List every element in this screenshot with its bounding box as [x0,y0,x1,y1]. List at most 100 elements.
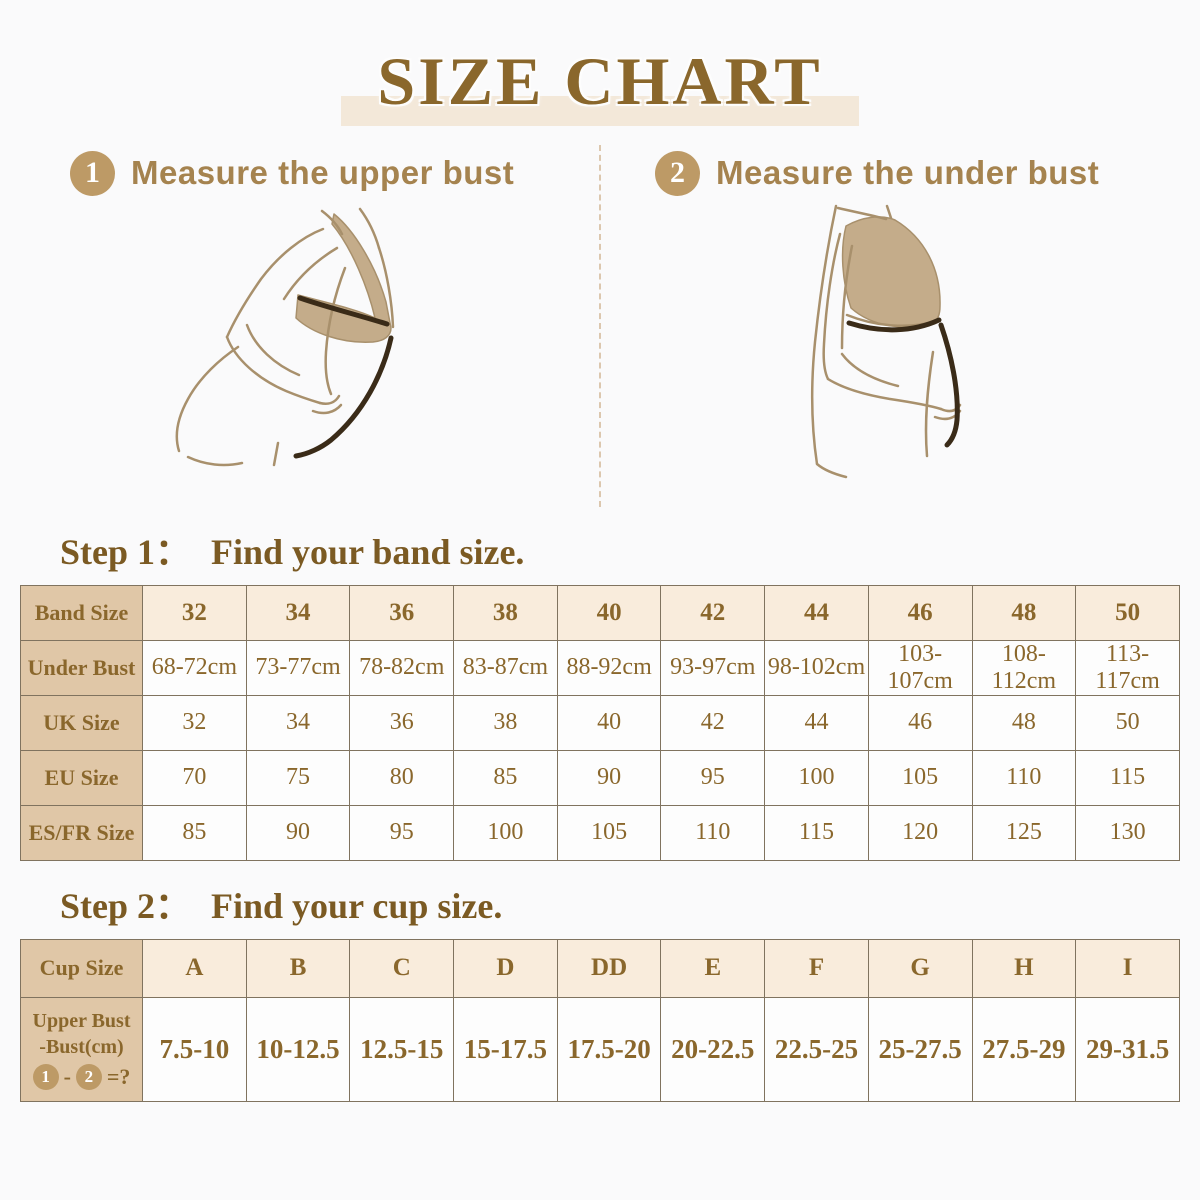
cup-letter-cell: DD [556,938,662,998]
measure-instructions: 1 Measure the upper bust [0,144,1200,507]
size-value-cell: 110 [971,749,1077,806]
cup-letter-cell: E [660,938,766,998]
size-value-cell: 88-92cm [556,639,662,696]
size-value-cell: 42 [660,694,766,751]
size-value-cell: 40 [556,584,662,641]
cup-range-cell: 15-17.5 [453,996,558,1102]
bra-shape [295,213,392,343]
row-label-cell: ES/FR Size [20,804,143,861]
size-value-cell: 44 [764,584,869,641]
size-value-cell: 105 [556,804,662,861]
size-value-cell: 42 [660,584,766,641]
step1-instruction-heading: 1 Measure the upper bust [70,150,599,196]
row-label-cell: Under Bust [20,639,143,696]
size-value-cell: 108-112cm [971,639,1077,696]
size-value-cell: 70 [142,749,247,806]
size-value-cell: 50 [1075,694,1180,751]
measuring-tape-end [293,335,394,459]
size-value-cell: 100 [764,749,869,806]
row-label-cell: UK Size [20,694,143,751]
measuring-tape [846,317,942,333]
step2-heading-text: Find your cup size. [211,885,503,926]
step1-heading-number: Step 1： [60,531,192,572]
page-title: SIZE CHART [377,43,823,119]
bra-shape [841,215,941,328]
cup-label-line1: Upper Bust [32,1010,131,1033]
cup-letter-cell: A [142,938,247,998]
circled-1-icon: 1 [32,1064,59,1091]
cup-letter-cell: C [349,938,455,998]
size-value-cell: 120 [867,804,973,861]
minus-sign: - [63,1064,71,1090]
row-label-cell: Upper Bust -Bust(cm) 1 - 2 =? [20,996,143,1102]
size-value-cell: 95 [660,749,766,806]
equals-question: =? [106,1064,131,1090]
eu-size-row: EU Size 70 75 80 85 90 95 100 105 110 11… [20,749,1180,806]
size-value-cell: 90 [556,749,662,806]
size-value-cell: 32 [142,694,247,751]
size-value-cell: 93-97cm [660,639,766,696]
band-size-row: Band Size 32 34 36 38 40 42 44 46 48 50 [20,584,1180,641]
cup-range-cell: 17.5-20 [556,996,662,1102]
size-value-cell: 48 [971,584,1077,641]
size-value-cell: 115 [764,804,869,861]
size-value-cell: 36 [349,694,455,751]
size-value-cell: 130 [1075,804,1180,861]
step1-number-badge: 1 [70,150,115,196]
cup-range-cell: 20-22.5 [660,996,766,1102]
esfr-size-row: ES/FR Size 85 90 95 100 105 110 115 120 … [20,804,1180,861]
size-value-cell: 110 [660,804,766,861]
size-value-cell: 48 [971,694,1077,751]
size-value-cell: 34 [245,694,351,751]
page-header: SIZE CHART [0,0,1200,126]
step1-heading-text: Find your band size. [211,531,525,572]
size-value-cell: 80 [349,749,455,806]
size-value-cell: 100 [453,804,558,861]
cup-size-row: Cup Size A B C D DD E F G H I [20,938,1180,998]
row-label-cell: EU Size [20,749,143,806]
size-value-cell: 98-102cm [764,639,869,696]
size-value-cell: 40 [556,694,662,751]
size-value-cell: 103-107cm [867,639,973,696]
size-value-cell: 105 [867,749,973,806]
circled-2-icon: 2 [75,1064,102,1091]
step2-heading: Step 2： Find your cup size. [60,877,1200,929]
size-value-cell: 46 [867,584,973,641]
step2-heading-number: Step 2： [60,885,192,926]
size-value-cell: 115 [1075,749,1180,806]
size-value-cell: 44 [764,694,869,751]
size-value-cell: 78-82cm [349,639,455,696]
cup-letter-cell: G [867,938,973,998]
size-value-cell: 95 [349,804,455,861]
cup-label-line2: -Bust(cm) [39,1036,124,1059]
row-label-cell: Cup Size [20,938,143,998]
size-value-cell: 34 [245,584,351,641]
size-value-cell: 32 [142,584,247,641]
size-value-cell: 83-87cm [453,639,558,696]
cup-difference-row: Upper Bust -Bust(cm) 1 - 2 =? 7.5-10 10-… [20,996,1180,1102]
upper-bust-panel: 1 Measure the upper bust [0,145,599,507]
cup-letter-cell: H [971,938,1077,998]
size-value-cell: 90 [245,804,351,861]
size-value-cell: 73-77cm [245,639,351,696]
cup-range-cell: 29-31.5 [1075,996,1180,1102]
size-chart-page: SIZE CHART 1 Measure the upper bust [0,0,1200,1102]
title-block: SIZE CHART [341,43,859,126]
cup-letter-cell: B [245,938,351,998]
size-value-cell: 113-117cm [1075,639,1180,696]
size-value-cell: 85 [142,804,247,861]
cup-letter-cell: D [453,938,558,998]
measuring-tape [297,295,390,327]
row-label-cell: Band Size [20,584,143,641]
cup-range-cell: 7.5-10 [142,996,247,1102]
size-value-cell: 38 [453,584,558,641]
cup-letter-cell: I [1075,938,1180,998]
step2-number-badge: 2 [655,150,700,196]
cup-range-cell: 10-12.5 [245,996,351,1102]
size-value-cell: 85 [453,749,558,806]
step1-heading: Step 1： Find your band size. [60,523,1200,575]
title-highlight-band [341,96,859,126]
size-value-cell: 68-72cm [142,639,247,696]
uk-size-row: UK Size 32 34 36 38 40 42 44 46 48 50 [20,694,1180,751]
under-bust-row: Under Bust 68-72cm 73-77cm 78-82cm 83-87… [20,639,1180,696]
